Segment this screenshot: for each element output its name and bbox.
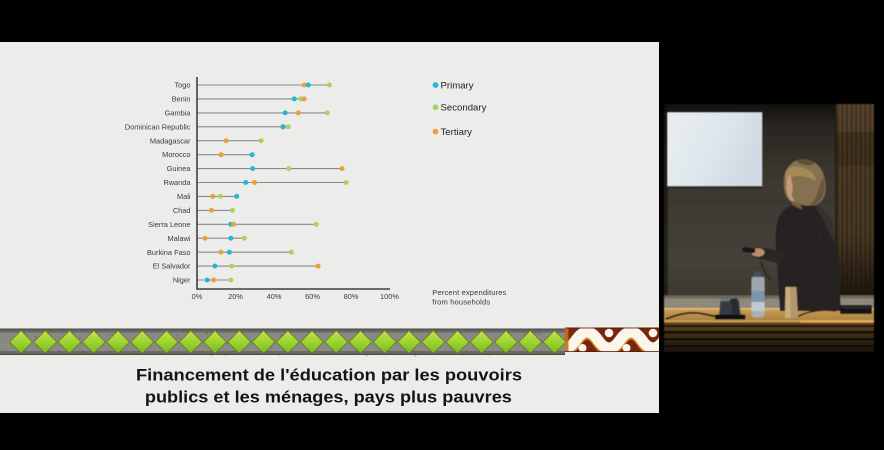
svg-text:Niger: Niger <box>173 276 191 285</box>
svg-text:Mali: Mali <box>177 192 191 201</box>
svg-text:Malawi: Malawi <box>168 234 191 243</box>
svg-text:Sierra Leone: Sierra Leone <box>148 220 190 229</box>
svg-text:100%: 100% <box>380 292 399 301</box>
svg-text:Rwanda: Rwanda <box>163 178 191 187</box>
svg-text:Togo: Togo <box>174 81 190 90</box>
svg-text:publics et les ménages, pays p: publics et les ménages, pays plus pauvre… <box>145 389 512 407</box>
svg-text:Financement de l'éducation par: Financement de l'éducation par les pouvo… <box>136 366 522 384</box>
svg-text:0%: 0% <box>192 292 203 301</box>
svg-text:El Salvador: El Salvador <box>153 262 191 271</box>
svg-text:Madagascar: Madagascar <box>150 136 191 145</box>
svg-text:Primary: Primary <box>441 80 474 91</box>
svg-text:Percent expenditures: Percent expenditures <box>432 288 506 297</box>
svg-text:Morocco: Morocco <box>162 150 190 159</box>
svg-text:Gambia: Gambia <box>165 109 192 118</box>
svg-text:Benin: Benin <box>172 95 191 104</box>
svg-text:Chad: Chad <box>173 206 191 215</box>
svg-text:60%: 60% <box>305 292 320 301</box>
svg-text:Tertiary: Tertiary <box>441 127 473 138</box>
svg-text:80%: 80% <box>344 292 359 301</box>
svg-text:Burkina Faso: Burkina Faso <box>147 248 191 257</box>
svg-text:40%: 40% <box>267 292 282 301</box>
svg-text:20%: 20% <box>228 292 243 301</box>
svg-text:from households: from households <box>432 298 490 307</box>
svg-text:Secondary: Secondary <box>441 103 487 114</box>
svg-text:Guinea: Guinea <box>167 164 192 173</box>
svg-text:Dominican Republic: Dominican Republic <box>125 122 191 131</box>
